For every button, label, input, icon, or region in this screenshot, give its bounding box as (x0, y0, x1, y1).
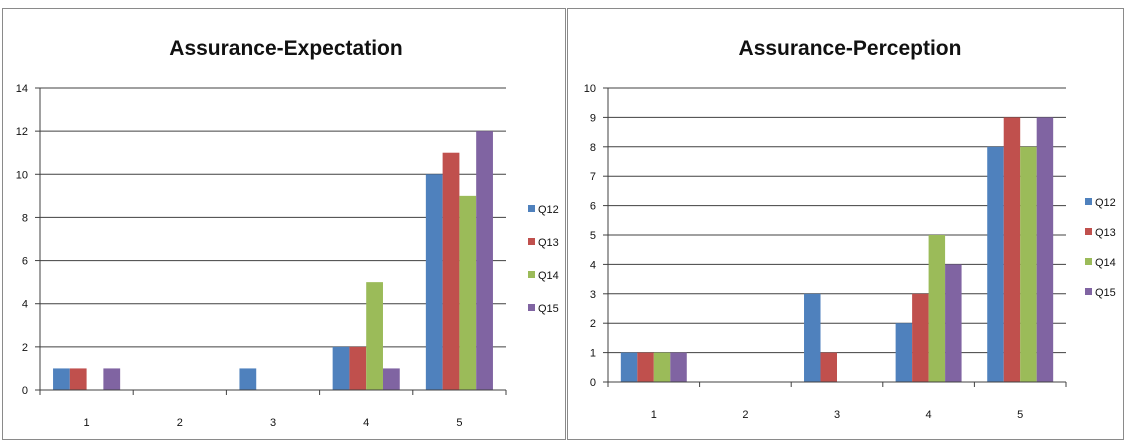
legend-label-q15: Q15 (1095, 287, 1116, 299)
y-tick-label: 0 (590, 377, 596, 389)
bar-q12-cat-4 (332, 346, 350, 390)
chart-panel-expectation: Assurance-Expectation 0 2 4 6 8 10 12 14 1 2 3 4 5 Q12… (2, 8, 566, 440)
y-tick-label: 14 (16, 83, 28, 95)
x-tick-label: 4 (363, 417, 369, 429)
y-tick-label: 1 (590, 348, 596, 360)
x-tick-label: 3 (270, 417, 276, 429)
legend-swatch-q12 (528, 205, 535, 212)
x-tick-label: 5 (1017, 409, 1023, 421)
bar-q12-cat-3 (239, 368, 257, 390)
bar-q12-cat-4 (895, 323, 913, 382)
legend-label-q15: Q15 (538, 303, 559, 315)
y-tick-label: 3 (590, 289, 596, 301)
bar-q14-cat-4 (366, 282, 383, 390)
y-tick-label: 9 (590, 112, 596, 124)
x-tick-label: 4 (926, 409, 932, 421)
bar-q12-cat-1 (53, 368, 70, 390)
y-tick-label: 0 (22, 385, 28, 397)
legend-swatch-q15 (1085, 288, 1092, 295)
y-tick-label: 8 (22, 212, 28, 224)
y-tick-label: 10 (584, 83, 596, 95)
x-tick-label: 5 (456, 417, 462, 429)
y-tick-label: 4 (590, 259, 596, 271)
bar-q13-cat-5 (1003, 117, 1021, 383)
bar-q15-cat-1 (670, 352, 687, 382)
y-tick-label: 5 (590, 230, 596, 242)
chart-panel-perception: Assurance-Perception 0 1 2 3 4 5 6 7 8 9 10 1 2 3 4 5 Q12… (567, 8, 1124, 440)
legend-label-q12: Q12 (1095, 197, 1116, 209)
x-tick-label: 1 (84, 417, 90, 429)
bar-q14-cat-5 (1020, 146, 1037, 382)
y-tick-label: 12 (16, 126, 28, 138)
bar-q13-cat-1 (637, 352, 654, 382)
bar-q13-cat-4 (349, 346, 367, 390)
bar-q12-cat-5 (425, 174, 443, 390)
y-tick-label: 6 (22, 256, 28, 268)
x-tick-label: 2 (177, 417, 183, 429)
bar-q13-cat-4 (912, 293, 929, 382)
legend-label-q12: Q12 (538, 204, 559, 216)
y-tick-label: 10 (16, 169, 28, 181)
bar-q15-cat-1 (103, 368, 121, 390)
y-tick-label: 4 (22, 299, 28, 311)
x-tick-label: 3 (834, 409, 840, 421)
legend-label-q14: Q14 (1095, 257, 1116, 269)
y-tick-label: 7 (590, 171, 596, 183)
bar-q13-cat-1 (69, 368, 87, 390)
chart-perception: Assurance-Perception 0 1 2 3 4 5 6 7 8 9 10 1 2 3 4 5 Q12… (584, 37, 1116, 421)
x-tick-label: 1 (651, 409, 657, 421)
y-tick-label: 2 (22, 342, 28, 354)
legend-swatch-q14 (528, 271, 535, 278)
legend-swatch-q13 (528, 238, 535, 245)
legend-swatch-q13 (1085, 228, 1092, 235)
legend-swatch-q14 (1085, 258, 1092, 265)
legend-label-q13: Q13 (1095, 227, 1116, 239)
bar-q15-cat-4 (945, 264, 962, 382)
bar-q15-cat-5 (1036, 117, 1054, 383)
y-tick-label: 8 (590, 142, 596, 154)
legend-label-q13: Q13 (538, 237, 559, 249)
y-tick-label: 6 (590, 201, 596, 213)
legend-swatch-q12 (1085, 198, 1092, 205)
legend-swatch-q15 (528, 304, 535, 311)
bar-q13-cat-3 (820, 352, 837, 382)
bar-q14-cat-1 (653, 352, 671, 382)
bar-q12-cat-5 (987, 146, 1004, 382)
bar-q12-cat-1 (620, 352, 638, 382)
x-tick-label: 2 (742, 409, 748, 421)
bar-q12-cat-3 (804, 293, 821, 382)
legend-label-q14: Q14 (538, 270, 559, 282)
bar-q14-cat-4 (928, 235, 946, 382)
bar-q13-cat-5 (442, 152, 460, 390)
bar-q15-cat-5 (476, 131, 493, 390)
bar-q14-cat-5 (459, 195, 477, 390)
y-tick-label: 2 (590, 318, 596, 330)
chart-title: Assurance-Perception (739, 37, 962, 60)
chart-title: Assurance-Expectation (169, 37, 402, 60)
bar-q15-cat-4 (382, 368, 400, 390)
